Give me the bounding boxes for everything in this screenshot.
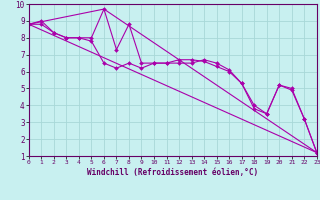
X-axis label: Windchill (Refroidissement éolien,°C): Windchill (Refroidissement éolien,°C) [87, 168, 258, 177]
